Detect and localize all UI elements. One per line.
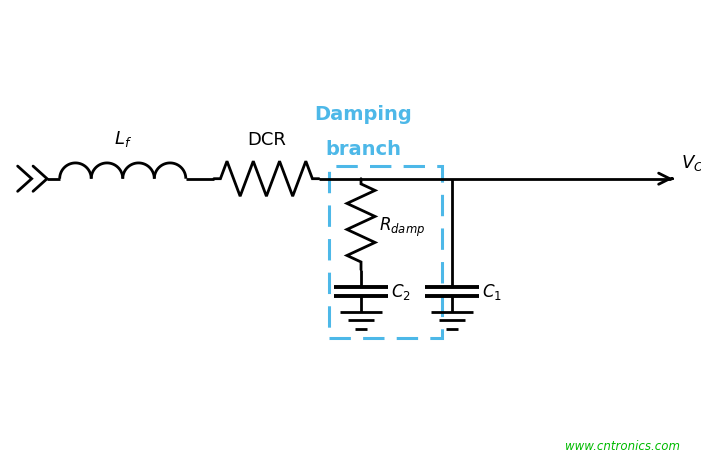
Text: $C_2$: $C_2$ bbox=[391, 282, 411, 302]
Bar bbox=[329, 166, 442, 338]
Text: branch: branch bbox=[325, 140, 401, 159]
Text: DCR: DCR bbox=[247, 131, 286, 149]
Text: $L_f$: $L_f$ bbox=[114, 129, 132, 149]
Text: Damping: Damping bbox=[314, 105, 412, 124]
Text: $R_{damp}$: $R_{damp}$ bbox=[379, 216, 425, 240]
Text: www.cntronics.com: www.cntronics.com bbox=[565, 440, 680, 453]
Text: $C_1$: $C_1$ bbox=[482, 282, 502, 302]
Text: $V_{OUT}$: $V_{OUT}$ bbox=[681, 153, 701, 173]
